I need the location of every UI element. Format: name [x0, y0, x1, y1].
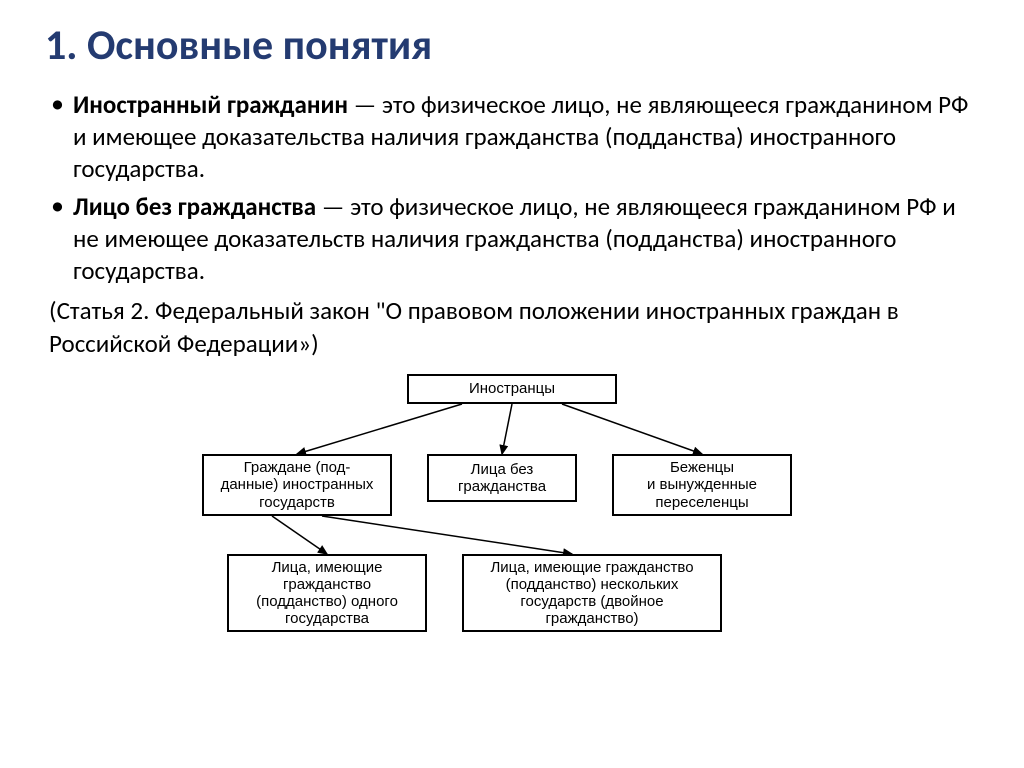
tree-node-n2: Лица безгражданства — [427, 454, 577, 502]
slide: 1. Основные понятия Иностранный граждани… — [0, 0, 1024, 768]
bullet-item: Лицо без гражданства — это физическое ли… — [45, 191, 979, 287]
tree-node-n4: Лица, имеющиегражданство(подданство) одн… — [227, 554, 427, 632]
diagram-container: Иностранцы Граждане (под-данные) иностран… — [45, 374, 979, 654]
slide-title: 1. Основные понятия — [45, 20, 979, 71]
term: Лицо без гражданства — [73, 191, 316, 222]
tree-node-n3: Беженцыи вынужденныепереселенцы — [612, 454, 792, 516]
bullet-list: Иностранный гражданин — это физическое л… — [45, 89, 979, 287]
tree-node-root: Иностранцы — [407, 374, 617, 404]
tree-node-n5: Лица, имеющие гражданство(подданство) не… — [462, 554, 722, 632]
foreigners-tree-diagram: Иностранцы Граждане (под-данные) иностран… — [172, 374, 852, 654]
tree-node-n1: Граждане (под-данные) иностранныхгосудар… — [202, 454, 392, 516]
term: Иностранный гражданин — [73, 89, 348, 120]
bullet-item: Иностранный гражданин — это физическое л… — [45, 89, 979, 185]
citation-text: (Статья 2. Федеральный закон "О правовом… — [45, 295, 979, 360]
